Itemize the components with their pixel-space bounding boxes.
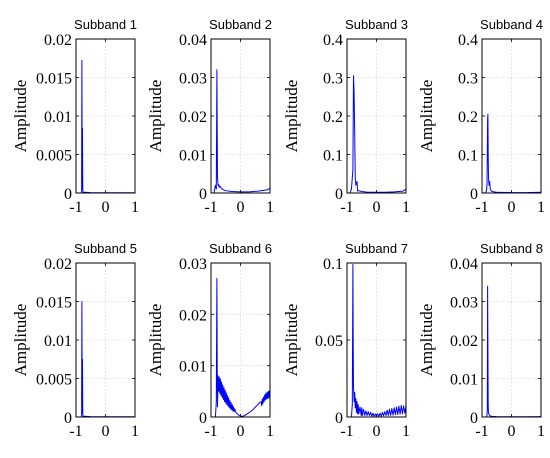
y-axis-label: Amplitude (282, 304, 301, 377)
x-tick-label: 0 (508, 423, 516, 440)
series-line (213, 69, 271, 194)
y-tick-label: 0 (470, 186, 478, 203)
x-tick-label: 1 (266, 199, 274, 216)
y-axis-label: Amplitude (146, 80, 165, 153)
x-tick-label: -1 (475, 199, 488, 216)
y-tick-label: 0 (335, 410, 343, 427)
subplot-title: Subband 6 (209, 241, 272, 256)
x-tick-label: 1 (402, 423, 410, 440)
y-tick-label: 0.005 (36, 372, 72, 389)
x-tick-label: 0 (237, 199, 245, 216)
x-tick-label: 0 (237, 423, 245, 440)
y-tick-label: 0.4 (323, 32, 343, 49)
y-tick-label: 0.04 (179, 32, 207, 49)
y-tick-label: 0.1 (458, 148, 478, 165)
x-tick-label: 1 (131, 199, 139, 216)
x-tick-label: -1 (340, 199, 353, 216)
x-tick-label: -1 (340, 423, 353, 440)
y-tick-label: 0.04 (450, 256, 478, 273)
y-tick-label: 0 (335, 186, 343, 203)
subplot-title: Subband 4 (480, 17, 543, 32)
y-tick-label: 0.03 (179, 71, 207, 88)
y-tick-label: 0 (199, 410, 207, 427)
x-tick-label: 0 (102, 423, 110, 440)
y-tick-label: 0.3 (323, 71, 343, 88)
y-tick-label: 0.2 (323, 109, 343, 126)
x-tick-label: -1 (69, 199, 82, 216)
y-tick-label: 0 (199, 186, 207, 203)
y-tick-label: 0.1 (323, 148, 343, 165)
y-tick-label: 0.01 (179, 148, 207, 165)
y-tick-label: 0 (470, 410, 478, 427)
y-tick-label: 0 (64, 186, 72, 203)
y-tick-label: 0.02 (44, 32, 72, 49)
x-tick-label: -1 (204, 423, 217, 440)
y-tick-label: 0.015 (36, 295, 72, 312)
y-axis-label: Amplitude (282, 80, 301, 153)
series-line (214, 277, 271, 418)
x-tick-label: 1 (131, 423, 139, 440)
y-axis-label: Amplitude (417, 304, 436, 377)
y-axis-label: Amplitude (417, 80, 436, 153)
series-line (484, 113, 542, 194)
y-tick-label: 0.01 (44, 333, 72, 350)
x-tick-label: 1 (537, 423, 545, 440)
subplot-title: Subband 1 (74, 17, 137, 32)
y-tick-label: 0.02 (44, 256, 72, 273)
x-tick-label: 1 (537, 199, 545, 216)
y-axis-label: Amplitude (11, 304, 30, 377)
y-tick-label: 0 (64, 410, 72, 427)
y-tick-label: 0.005 (36, 148, 72, 165)
subplot-title: Subband 7 (345, 241, 408, 256)
subplot-title: Subband 2 (209, 17, 272, 32)
x-tick-label: -1 (69, 423, 82, 440)
subplot-title: Subband 5 (74, 241, 137, 256)
x-tick-label: 1 (402, 199, 410, 216)
x-tick-label: 0 (102, 199, 110, 216)
x-tick-label: 0 (373, 423, 381, 440)
x-tick-label: -1 (475, 423, 488, 440)
y-tick-label: 0.01 (44, 109, 72, 126)
y-tick-label: 0.3 (458, 71, 478, 88)
y-tick-label: 0.03 (179, 256, 207, 273)
y-axis-label: Amplitude (11, 80, 30, 153)
y-tick-label: 0.05 (315, 333, 343, 350)
y-tick-label: 0.01 (179, 359, 207, 376)
y-tick-label: 0.4 (458, 32, 478, 49)
series-line (349, 75, 407, 194)
y-tick-label: 0.02 (179, 109, 207, 126)
y-tick-label: 0.2 (458, 109, 478, 126)
y-tick-label: 0.1 (323, 256, 343, 273)
y-tick-label: 0.01 (450, 372, 478, 389)
y-tick-label: 0.02 (179, 307, 207, 324)
x-tick-label: -1 (204, 199, 217, 216)
y-tick-label: 0.015 (36, 71, 72, 88)
y-tick-label: 0.02 (450, 333, 478, 350)
y-axis-label: Amplitude (146, 304, 165, 377)
x-tick-label: 0 (508, 199, 516, 216)
x-tick-label: 1 (266, 423, 274, 440)
y-tick-label: 0.03 (450, 295, 478, 312)
series-line (350, 264, 407, 418)
subplot-title: Subband 3 (345, 17, 408, 32)
x-tick-label: 0 (373, 199, 381, 216)
subplot-title: Subband 8 (480, 241, 543, 256)
